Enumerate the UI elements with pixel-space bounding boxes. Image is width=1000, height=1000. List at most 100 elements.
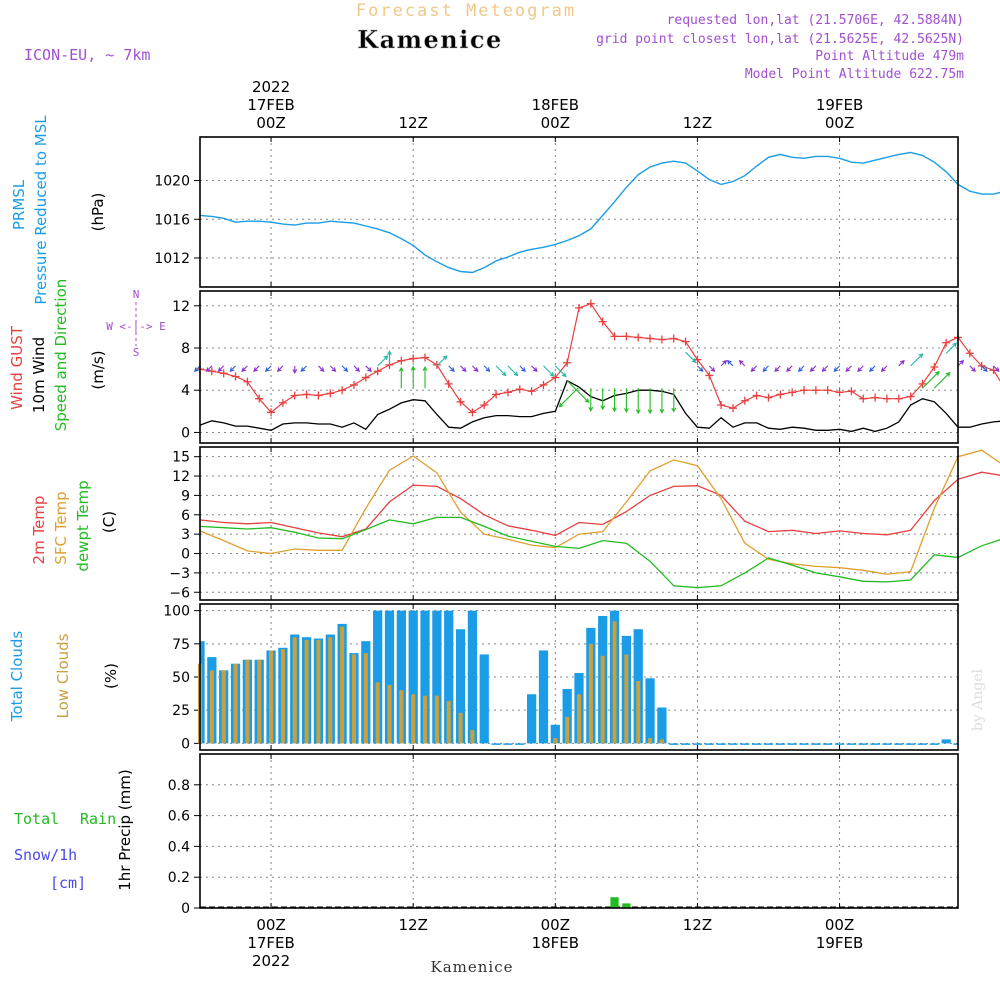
- wind-direction-arrow: [410, 365, 416, 389]
- wind-direction-arrow: [981, 365, 988, 373]
- wind-direction-arrow: [738, 359, 746, 367]
- wind-direction-arrow: [797, 365, 805, 373]
- temp-2m-line: [199, 471, 1000, 538]
- low-cloud-bar: [399, 690, 404, 744]
- wind-direction-arrow: [720, 359, 728, 367]
- low-clouds-label: Low Clouds: [54, 633, 72, 718]
- low-cloud-bar: [565, 716, 570, 744]
- gust-marker: [669, 334, 678, 343]
- top-time-label: 12Z: [683, 114, 712, 132]
- gust-marker: [776, 390, 785, 399]
- wind-direction-arrow: [708, 365, 716, 373]
- y-tick-label: 1016: [154, 212, 190, 228]
- gust-marker: [906, 392, 915, 401]
- wind-direction-arrow: [276, 365, 284, 373]
- total-cloud-bar: [657, 707, 667, 744]
- gust-marker: [207, 367, 216, 376]
- low-cloud-bar: [209, 670, 214, 744]
- total-cloud-bar: [823, 743, 833, 745]
- top-time-label: 00Z: [541, 114, 570, 132]
- low-cloud-bar: [411, 694, 416, 744]
- wind-direction-arrow: [353, 365, 361, 373]
- wind-direction-arrow: [600, 388, 606, 411]
- total-cloud-bar: [953, 743, 958, 745]
- wind-direction-arrow: [292, 365, 298, 375]
- wind-direction-arrow: [945, 342, 958, 354]
- top-time-label: 19FEB: [816, 96, 863, 114]
- low-cloud-bar: [588, 643, 593, 744]
- gust-marker: [278, 398, 287, 407]
- wind-direction-arrow: [957, 359, 965, 367]
- point-altitude: Point Altitude 479m: [815, 49, 964, 64]
- y-tick-label: 50: [172, 670, 190, 686]
- low-cloud-bar: [363, 653, 368, 744]
- total-cloud-bar: [752, 743, 762, 745]
- gust-marker: [397, 356, 406, 365]
- total-cloud-bar: [882, 743, 892, 745]
- wind-direction-arrow: [685, 351, 697, 364]
- gust-marker: [539, 380, 548, 389]
- total-cloud-bar: [669, 743, 679, 745]
- wind-direction-arrow: [558, 386, 580, 408]
- wind-direction-arrow: [495, 365, 507, 377]
- model-name: ICON-EU, ~ 7km: [24, 46, 150, 64]
- bottom-time-label: 00Z: [541, 916, 570, 934]
- panel-border: [199, 290, 959, 444]
- gust-marker: [361, 373, 370, 382]
- wind-direction-arrow: [845, 365, 852, 373]
- wind-label: 10m Wind: [30, 337, 48, 413]
- total-cloud-bar: [432, 610, 442, 744]
- gust-marker: [823, 386, 832, 395]
- low-cloud-bar: [659, 739, 664, 744]
- y-tick-label: 100: [163, 604, 190, 620]
- gust-marker: [859, 394, 868, 403]
- low-cloud-bar: [257, 659, 262, 744]
- gust-marker: [717, 401, 726, 409]
- temp-2m-label: 2m Temp: [30, 496, 48, 565]
- total-cloud-bar: [894, 743, 904, 745]
- y-tick-label: 1020: [154, 174, 190, 190]
- wind-direction-arrow: [833, 365, 840, 372]
- gust-marker: [575, 303, 583, 312]
- panel-border: [199, 603, 959, 751]
- rain-total-label: Total: [14, 810, 59, 828]
- low-cloud-bar: [280, 649, 285, 744]
- total-cloud-bar: [870, 743, 880, 745]
- requested-coords: requested lon,lat (21.5706E, 42.5884N): [667, 13, 964, 28]
- snow-label: Snow/1h: [14, 846, 77, 864]
- wind-direction-arrow: [726, 359, 734, 367]
- low-cloud-bar: [648, 738, 653, 744]
- wind-direction-arrow: [566, 380, 590, 404]
- wind-direction-arrow: [612, 388, 617, 413]
- low-cloud-bar: [316, 639, 321, 744]
- top-time-label: 18FEB: [532, 96, 579, 114]
- low-cloud-bar: [269, 650, 274, 744]
- wind-direction-arrow: [507, 365, 519, 377]
- gust-marker: [800, 386, 809, 395]
- total-cloud-bar: [491, 743, 501, 745]
- wind-direction-arrow: [318, 365, 325, 372]
- total-cloud-bar: [834, 743, 845, 745]
- total-cloud-bar: [704, 743, 714, 745]
- gust-marker: [468, 408, 477, 417]
- prmsl-full-label: Pressure Reduced to MSL: [32, 115, 50, 305]
- bottom-time-label: 18FEB: [532, 934, 579, 952]
- gust-marker: [302, 390, 311, 399]
- wind-direction-arrow: [341, 365, 349, 373]
- low-cloud-bar: [600, 655, 605, 744]
- total-cloud-bar: [373, 610, 383, 744]
- total-cloud-bar: [515, 743, 525, 745]
- gust-marker: [243, 377, 252, 386]
- y-tick-label: 12: [172, 469, 190, 485]
- bottom-time-label: 19FEB: [816, 934, 863, 952]
- gust-marker: [432, 360, 441, 369]
- low-cloud-bar: [576, 694, 582, 744]
- gust-marker: [930, 363, 939, 371]
- gust-marker: [811, 386, 820, 395]
- wind-direction-arrow: [531, 365, 538, 373]
- wind-direction-arrow: [774, 365, 781, 373]
- total-cloud-bar: [645, 678, 655, 744]
- gust-marker: [835, 388, 844, 397]
- rain-label: Rain: [80, 810, 116, 828]
- bottom-time-label: 17FEB: [247, 934, 294, 952]
